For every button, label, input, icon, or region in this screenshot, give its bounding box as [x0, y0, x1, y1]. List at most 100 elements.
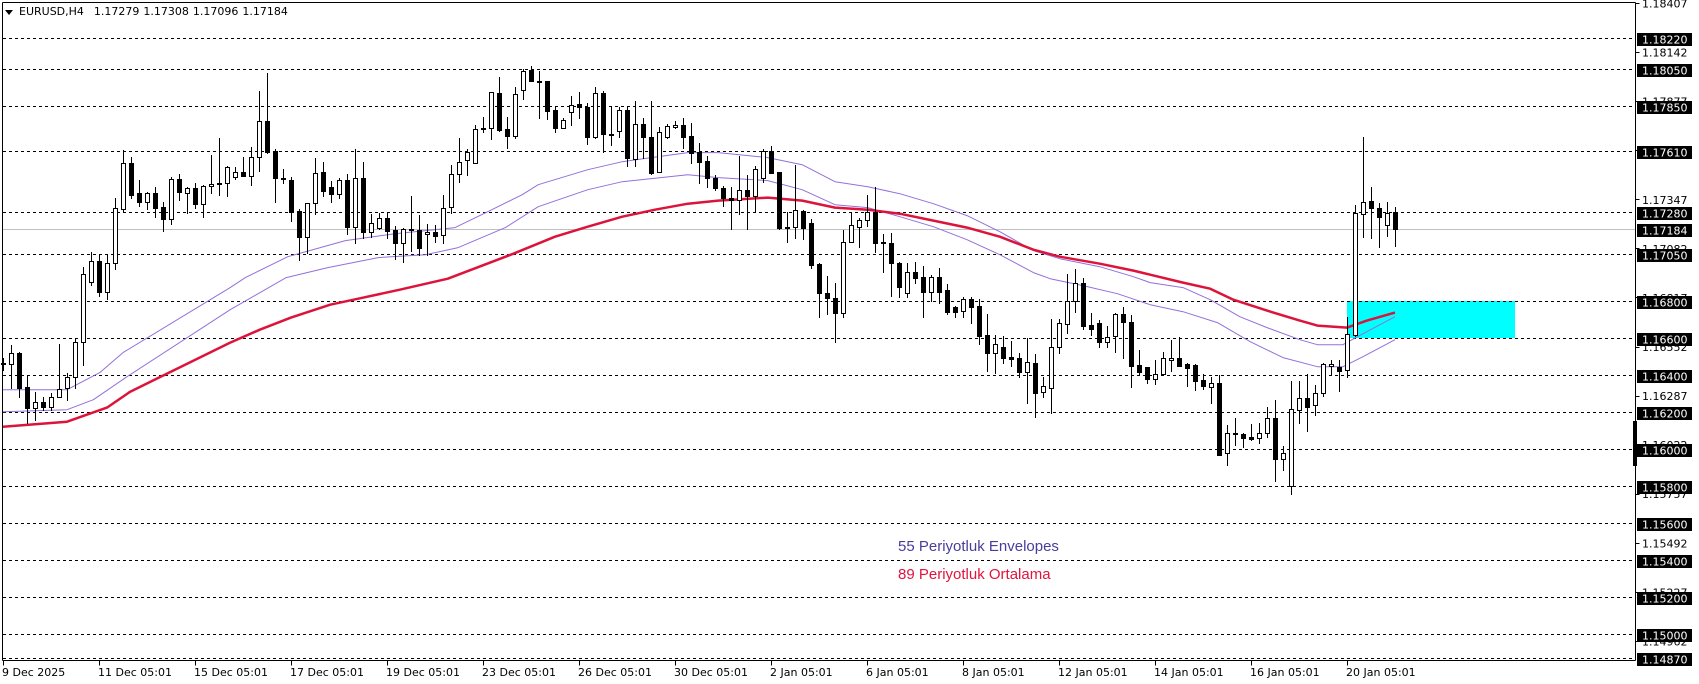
candle[interactable] [777, 172, 782, 230]
candle[interactable] [129, 157, 134, 199]
candle[interactable] [545, 81, 550, 120]
candle[interactable] [489, 92, 494, 140]
candle[interactable] [1073, 269, 1078, 313]
candle[interactable] [97, 255, 102, 297]
candle[interactable] [1393, 207, 1398, 247]
time-axis[interactable]: 9 Dec 2025 11 Dec 05:01 15 Dec 05:01 17 Dec… [2, 660, 1416, 680]
candle[interactable] [857, 218, 862, 248]
price-level-label[interactable]: 1.15000 [1637, 629, 1692, 643]
candle[interactable] [1297, 381, 1302, 424]
candle[interactable] [1089, 313, 1094, 336]
candle[interactable] [289, 177, 294, 222]
candle[interactable] [1145, 367, 1150, 384]
price-level-label[interactable]: 1.15800 [1637, 481, 1692, 495]
candle[interactable] [1065, 274, 1070, 334]
candle[interactable] [913, 262, 918, 284]
candle[interactable] [809, 219, 814, 269]
candle[interactable] [105, 254, 110, 300]
candle[interactable] [1097, 320, 1102, 348]
candle[interactable] [1001, 336, 1006, 364]
candle[interactable] [1233, 418, 1238, 446]
candle[interactable] [9, 345, 14, 389]
candle[interactable] [1345, 317, 1350, 378]
candle[interactable] [889, 233, 894, 297]
candle[interactable] [969, 297, 974, 324]
candle[interactable] [1225, 425, 1230, 466]
candle[interactable] [993, 335, 998, 374]
candle[interactable] [785, 212, 790, 243]
candle[interactable] [161, 202, 166, 232]
candle[interactable] [1241, 433, 1246, 448]
candle[interactable] [1305, 374, 1310, 432]
candle[interactable] [113, 198, 118, 270]
candle[interactable] [1161, 352, 1166, 376]
candle[interactable] [929, 275, 934, 302]
candle[interactable] [369, 214, 374, 238]
candle[interactable] [561, 118, 566, 129]
candle[interactable] [273, 149, 278, 203]
candle[interactable] [377, 213, 382, 230]
candle[interactable] [1377, 203, 1382, 248]
candle[interactable] [1121, 307, 1126, 359]
price-level-label[interactable]: 1.17280 [1637, 207, 1692, 221]
candle[interactable] [505, 117, 510, 149]
candle[interactable] [17, 352, 22, 398]
candle[interactable] [649, 101, 654, 175]
candle[interactable] [1353, 205, 1358, 337]
candle[interactable] [1321, 363, 1326, 397]
candle[interactable] [569, 96, 574, 126]
price-scale-marker[interactable] [1633, 421, 1637, 466]
candle[interactable] [433, 225, 438, 243]
candle[interactable] [217, 138, 222, 196]
candle[interactable] [473, 125, 478, 164]
candle[interactable] [729, 187, 734, 230]
candle[interactable] [185, 187, 190, 214]
candle[interactable] [1193, 364, 1198, 391]
candle[interactable] [521, 69, 526, 100]
candle[interactable] [1385, 202, 1390, 237]
candle[interactable] [921, 266, 926, 318]
price-level-label[interactable]: 1.17850 [1637, 101, 1692, 115]
candle[interactable] [537, 71, 542, 119]
candle[interactable] [1361, 137, 1366, 238]
candle[interactable] [625, 107, 630, 167]
candle[interactable] [529, 66, 534, 82]
candle[interactable] [1337, 360, 1342, 392]
candle[interactable] [1009, 341, 1014, 367]
candle[interactable] [393, 226, 398, 260]
candle[interactable] [617, 107, 622, 138]
candle[interactable] [1257, 423, 1262, 444]
price-level-label[interactable]: 1.17050 [1637, 249, 1692, 263]
candle[interactable] [345, 174, 350, 235]
candle[interactable] [513, 87, 518, 139]
candle[interactable] [449, 165, 454, 214]
candle[interactable] [681, 118, 686, 149]
candle[interactable] [201, 185, 206, 218]
candle[interactable] [1369, 187, 1374, 239]
price-level-label[interactable]: 1.15600 [1637, 518, 1692, 532]
candle[interactable] [769, 146, 774, 174]
candle[interactable] [49, 393, 54, 411]
candle[interactable] [633, 101, 638, 167]
candle[interactable] [665, 124, 670, 139]
candle[interactable] [177, 174, 182, 201]
candle[interactable] [1217, 375, 1222, 456]
price-level-label[interactable]: 1.15200 [1637, 592, 1692, 606]
candle[interactable] [745, 175, 750, 230]
price-level-label[interactable]: 1.18220 [1637, 33, 1692, 47]
price-level-label[interactable]: 1.16400 [1637, 370, 1692, 384]
candle[interactable] [233, 167, 238, 180]
candle[interactable] [953, 306, 958, 318]
candle[interactable] [121, 150, 126, 212]
candle[interactable] [41, 397, 46, 411]
candle[interactable] [1041, 377, 1046, 398]
candle[interactable] [945, 284, 950, 315]
candle[interactable] [801, 210, 806, 240]
candle[interactable] [585, 103, 590, 145]
candle[interactable] [225, 166, 230, 197]
candle[interactable] [1273, 400, 1278, 482]
candle[interactable] [1281, 446, 1286, 471]
candle[interactable] [1289, 381, 1294, 495]
candle[interactable] [257, 91, 262, 172]
